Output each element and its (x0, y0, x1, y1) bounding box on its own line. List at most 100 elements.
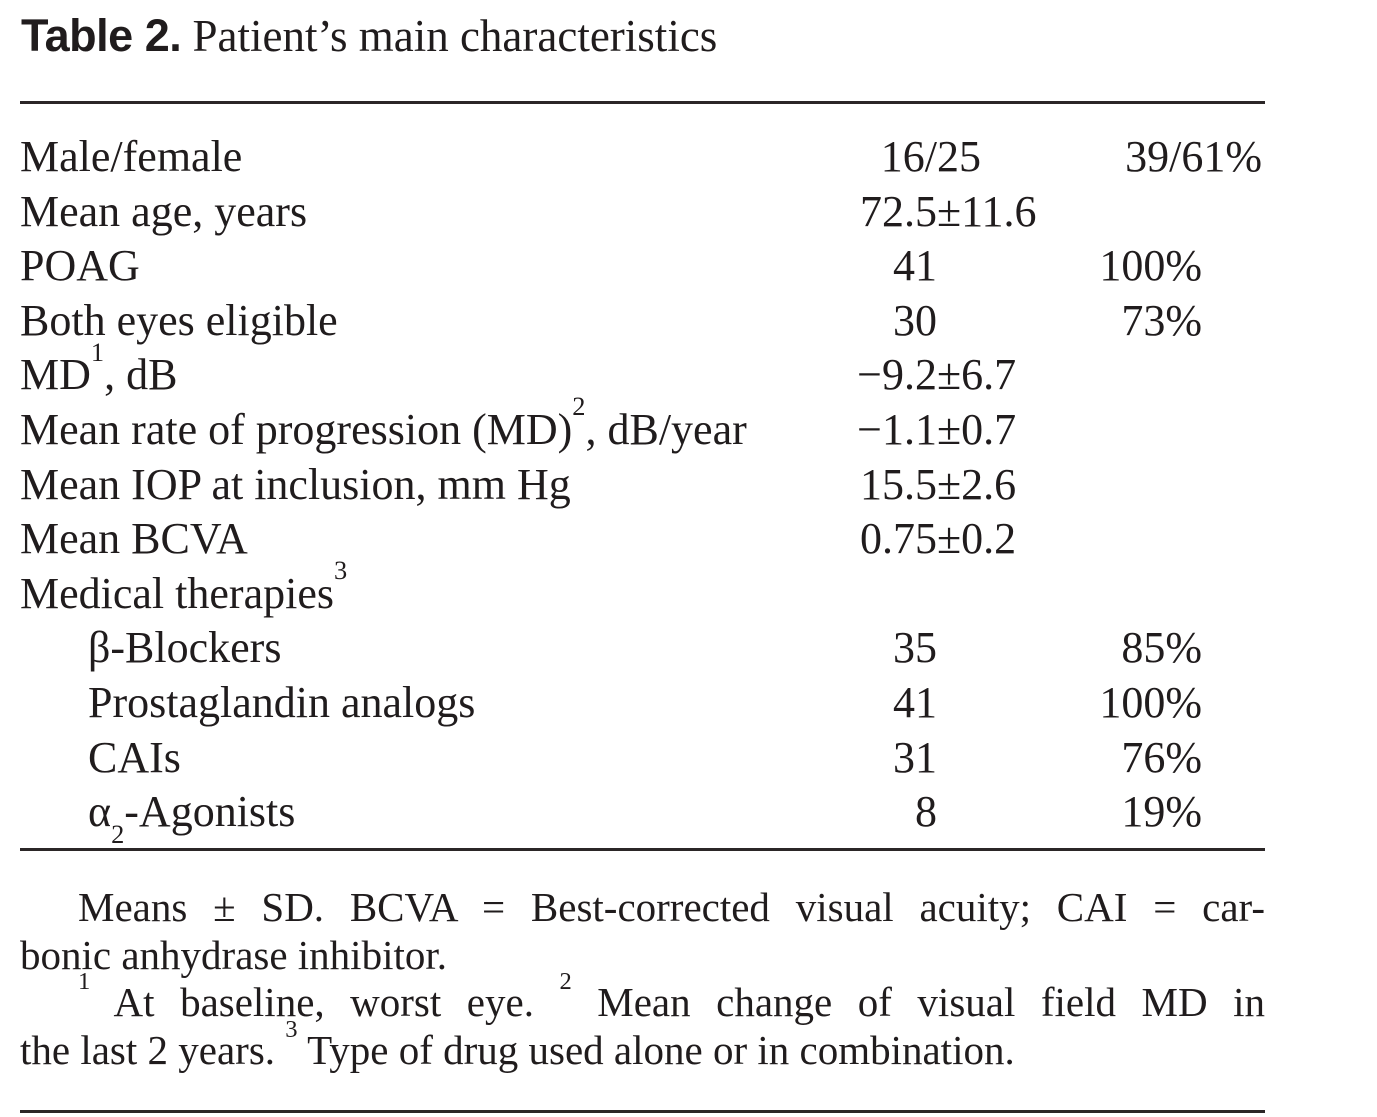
row-label: Male/female (20, 130, 817, 185)
row-label-text: MD (20, 350, 91, 400)
footnote-superscript: 1 (78, 968, 91, 996)
table-footnotes: Means ± SD. BCVA = Best-corrected visual… (20, 884, 1265, 1074)
row-label: Mean age, years (20, 185, 817, 240)
row-label-text: Medical therapies (20, 568, 334, 618)
value-aligned: 30 (893, 295, 937, 345)
value-rest (937, 294, 1057, 349)
row-label: Mean IOP at inclusion, mm Hg (20, 458, 817, 513)
row-percent: 39/61% (1125, 132, 1262, 181)
row-value: 0.75 ±0.2 (817, 512, 1057, 567)
value-aligned: 16/ (880, 132, 937, 181)
value-rest (937, 731, 1057, 786)
row-percent: 73% (1121, 295, 1202, 345)
table-row: MD1, dB −9.2 ±6.7 (20, 338, 1265, 403)
table-row: Mean rate of progression (MD)2, dB/year −… (20, 393, 1265, 458)
row-label: β-Blockers (20, 621, 817, 676)
footnote-text: bonic anhydrase inhibitor. (20, 931, 447, 978)
row-percent: 85% (1121, 623, 1202, 673)
footnote-superscript: 2 (559, 968, 572, 996)
table-number: Table 2. (21, 10, 182, 61)
row-label: POAG (20, 239, 817, 294)
superscript: 1 (90, 336, 105, 367)
row-value: 30 (817, 294, 1057, 349)
row-label: CAIs (20, 731, 817, 786)
footnote-text: Means ± SD. BCVA = Best-corrected visual… (78, 884, 1265, 930)
row-label-text: , dB/year (585, 404, 747, 454)
table-row: Prostaglandin analogs 41 100% (20, 676, 1265, 731)
row-label: Mean rate of progression (MD)2, dB/year (20, 393, 817, 458)
footnote-text: the last 2 years. (20, 1026, 286, 1073)
table-row: Both eyes eligible 30 73% (20, 294, 1265, 349)
row-label-text: CAIs (88, 732, 181, 782)
value-aligned: 8 (915, 787, 937, 837)
row-label-text: Both eyes eligible (20, 295, 338, 345)
row-label-text: POAG (20, 241, 140, 291)
footnote-line: Means ± SD. BCVA = Best-corrected visual… (20, 884, 1265, 932)
row-value: 72.5 ±11.6 (817, 185, 1057, 240)
footnote-line: the last 2 years. 3 Type of drug used al… (20, 1017, 1265, 1075)
mid-rule (20, 848, 1265, 851)
row-percent: 19% (1121, 787, 1202, 837)
row-value: 16/25 (817, 130, 1057, 185)
row-value: 31 (817, 731, 1057, 786)
value-rest (937, 676, 1057, 731)
row-percent: 100% (1099, 241, 1202, 291)
table-row: Mean IOP at inclusion, mm Hg 15.5 ±2.6 (20, 458, 1265, 513)
table-row: β-Blockers 35 85% (20, 621, 1265, 676)
row-value: −9.2 ±6.7 (817, 348, 1057, 403)
row-value: −1.1 ±0.7 (817, 403, 1057, 458)
footnote-superscript: 3 (285, 1015, 298, 1043)
value-aligned: −9.2 (857, 350, 937, 400)
value-rest: ±6.7 (937, 350, 1017, 400)
value-aligned: 0.75 (860, 514, 937, 564)
row-percent: 76% (1121, 732, 1202, 782)
footnote-line: bonic anhydrase inhibitor. (20, 932, 1265, 980)
value-rest: 25 (937, 132, 981, 181)
value-aligned: 31 (893, 732, 937, 782)
row-label: α2-Agonists (20, 785, 817, 847)
top-rule (20, 101, 1265, 104)
row-label-text: Mean BCVA (20, 514, 248, 564)
value-aligned: 15.5 (860, 459, 937, 509)
row-label-text: , dB (104, 350, 178, 400)
row-label: Mean BCVA (20, 512, 817, 567)
value-rest: ±2.6 (937, 459, 1017, 509)
value-aligned: 41 (893, 677, 937, 727)
value-rest (937, 785, 1057, 840)
value-aligned: 41 (893, 241, 937, 291)
row-label-text: Prostaglandin analogs (88, 677, 476, 727)
row-label: Both eyes eligible (20, 294, 817, 349)
table-row: α2-Agonists 8 19% (20, 785, 1265, 847)
footnote-text: Type of drug used alone or in combinatio… (297, 1026, 1015, 1073)
bottom-rule (20, 1110, 1265, 1113)
row-label-text: Mean IOP at inclusion, mm Hg (20, 459, 571, 509)
table-row: Mean BCVA 0.75 ±0.2 (20, 512, 1265, 567)
row-label-text: α (88, 787, 112, 837)
table-title: Table 2. Patient’s main characteristics (21, 8, 717, 64)
row-label: Medical therapies3 (20, 557, 817, 622)
table-body: Male/female 16/25 39/61% Mean age, years 72… (20, 130, 1265, 848)
table-row: POAG 41 100% (20, 239, 1265, 294)
value-rest: ±0.2 (937, 514, 1017, 564)
row-value: 35 (817, 621, 1057, 676)
table-caption: Patient’s main characteristics (192, 11, 718, 61)
footnote-text: At baseline, worst eye. (90, 979, 560, 1025)
row-label-text: β-Blockers (88, 623, 282, 673)
value-rest: ±11.6 (937, 186, 1037, 236)
value-aligned: 35 (893, 623, 937, 673)
table-row: Male/female 16/25 39/61% (20, 130, 1265, 185)
table-row: CAIs 31 76% (20, 731, 1265, 786)
table-row: Mean age, years 72.5 ±11.6 (20, 185, 1265, 240)
row-label-text: Mean age, years (20, 186, 308, 236)
footnote-text: Mean change of visual field MD in (571, 979, 1266, 1025)
row-label-text: Mean rate of progression (MD) (20, 404, 573, 454)
row-value: 8 (817, 785, 1057, 840)
value-aligned: 72.5 (860, 186, 937, 236)
value-rest: ±0.7 (937, 404, 1017, 454)
table-row: Medical therapies3 (20, 557, 1265, 622)
footnote-line: 1 At baseline, worst eye. 2 Mean change … (20, 969, 1266, 1027)
superscript: 2 (572, 391, 586, 422)
row-value: 15.5 ±2.6 (817, 458, 1057, 513)
value-aligned: −1.1 (857, 404, 937, 454)
